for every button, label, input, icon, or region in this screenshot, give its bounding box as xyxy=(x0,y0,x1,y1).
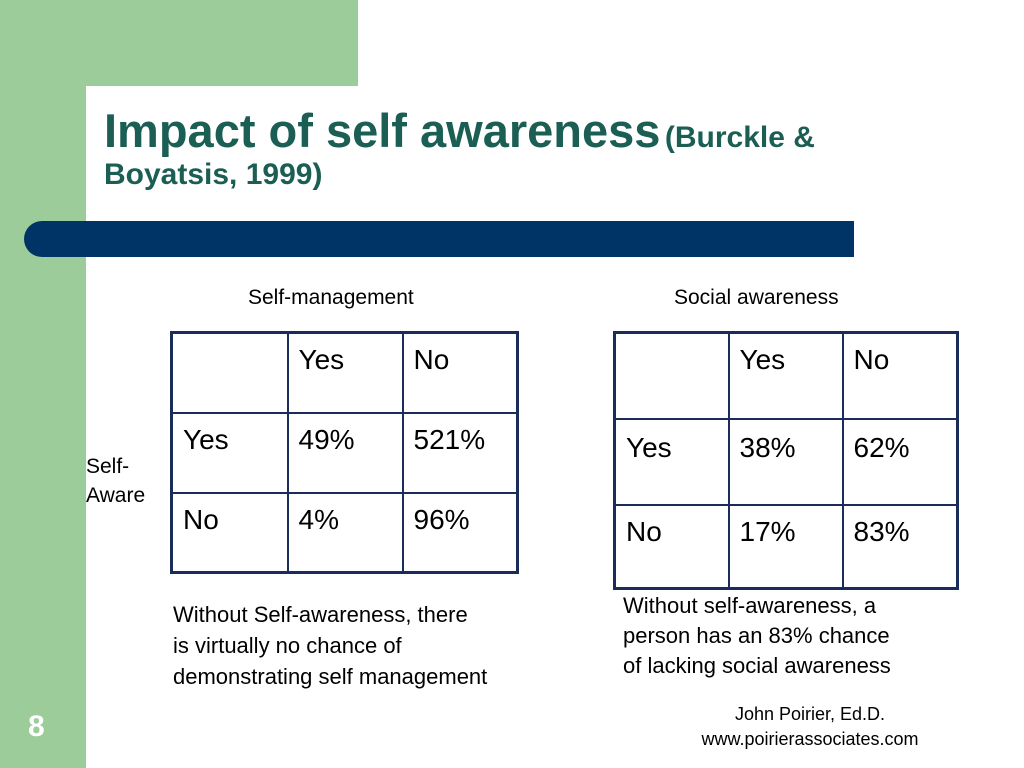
top-green-band xyxy=(0,0,358,86)
table-cell xyxy=(613,331,730,420)
author-name: John Poirier, Ed.D. xyxy=(734,704,886,724)
table-cell: 49% xyxy=(286,411,404,494)
self-management-table: Yes No Yes 49% 521% No 4% 96% xyxy=(170,331,519,574)
table-caption-social-awareness: Social awareness xyxy=(674,286,839,309)
note-line: Without self-awareness, a xyxy=(623,593,877,618)
author-website: www.poirierassociates.com xyxy=(701,729,919,749)
side-label-self-aware: Self- Aware xyxy=(86,452,145,510)
table-header-row: Yes No xyxy=(170,331,519,414)
table-cell: Yes xyxy=(170,411,289,494)
table-cell xyxy=(170,331,289,414)
table-caption-self-management: Self-management xyxy=(248,286,414,309)
title-divider-bar xyxy=(24,221,854,257)
note-line: of lacking social awareness xyxy=(623,653,891,678)
table-cell: No xyxy=(170,491,289,574)
table-cell: Yes xyxy=(727,331,844,420)
title-main: Impact of self awareness xyxy=(104,104,661,157)
side-label-line1: Self- xyxy=(86,455,130,478)
slide-number: 8 xyxy=(28,710,45,743)
table-cell: 17% xyxy=(727,503,844,590)
table-cell: 62% xyxy=(841,417,959,506)
table-cell: No xyxy=(613,503,730,590)
table-cell: 521% xyxy=(401,411,519,494)
left-green-band xyxy=(0,0,86,768)
table-cell: 83% xyxy=(841,503,959,590)
table-cell: Yes xyxy=(613,417,730,506)
note-line: person has an 83% chance xyxy=(623,623,890,648)
author-credit: John Poirier, Ed.D. www.poirierassociate… xyxy=(690,702,930,752)
title-citation: (Burckle & xyxy=(664,121,815,154)
table-row: No 4% 96% xyxy=(170,491,519,574)
social-awareness-table: Yes No Yes 38% 62% No 17% 83% xyxy=(613,331,959,590)
table-cell: 4% xyxy=(286,491,404,574)
side-label-line2: Aware xyxy=(86,484,146,507)
table-cell: No xyxy=(841,331,959,420)
slide-title: Impact of self awareness (Burckle & Boya… xyxy=(104,106,924,191)
title-citation-line2: Boyatsis, 1999) xyxy=(104,158,323,192)
table-cell: 38% xyxy=(727,417,844,506)
table-cell: 96% xyxy=(401,491,519,574)
social-awareness-note: Without self-awareness, a person has an … xyxy=(623,591,891,681)
table-cell: Yes xyxy=(286,331,404,414)
note-line: Without Self-awareness, there xyxy=(173,602,468,627)
table-row: Yes 49% 521% xyxy=(170,411,519,494)
table-row: No 17% 83% xyxy=(613,503,959,590)
self-management-note: Without Self-awareness, there is virtual… xyxy=(173,599,487,692)
table-cell: No xyxy=(401,331,519,414)
table-row: Yes 38% 62% xyxy=(613,417,959,506)
note-line: demonstrating self management xyxy=(173,664,488,689)
table-header-row: Yes No xyxy=(613,331,959,420)
note-line: is virtually no chance of xyxy=(173,633,402,658)
